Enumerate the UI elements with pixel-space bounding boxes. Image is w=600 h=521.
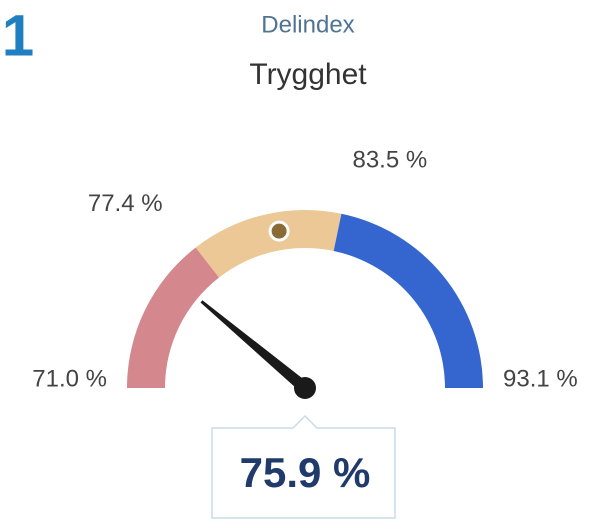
gauge-tick-label: 93.1 % <box>503 365 578 392</box>
gauge-tick-label: 77.4 % <box>88 190 163 217</box>
needle <box>200 300 309 393</box>
gauge-band <box>127 247 220 388</box>
value-box <box>211 414 396 519</box>
gauge-tick-label: 71.0 % <box>32 365 107 392</box>
marker <box>268 220 290 242</box>
value-label: 75.9 % <box>240 449 371 496</box>
gauge-tick-label: 83.5 % <box>352 146 427 173</box>
chart-title: Trygghet <box>249 58 367 91</box>
badge: 1 <box>2 3 34 68</box>
gauge-band <box>195 210 342 278</box>
gauge-band <box>333 213 483 388</box>
needle-hub <box>294 377 316 399</box>
subtitle: Delindex <box>261 11 354 38</box>
